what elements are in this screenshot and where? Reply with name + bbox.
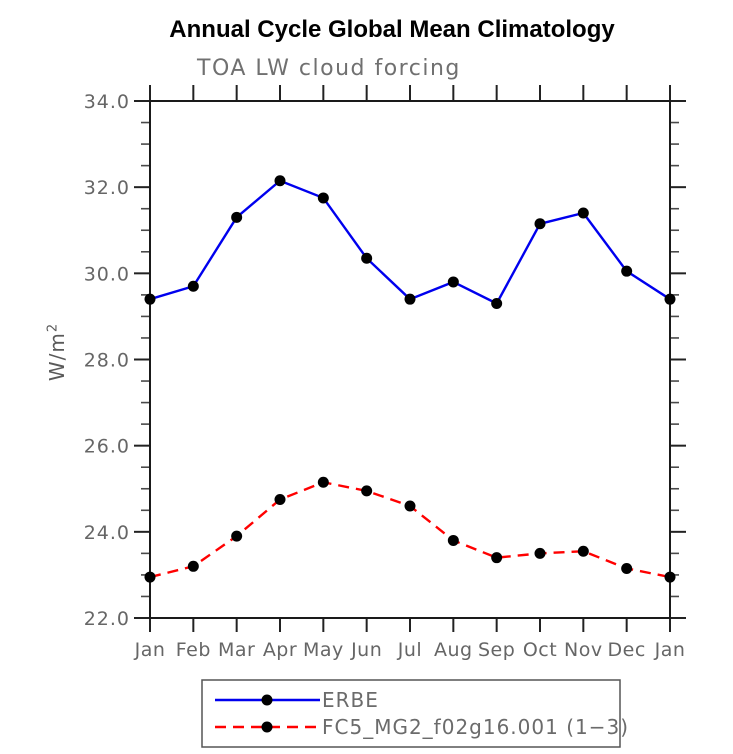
x-tick-label: Jan — [134, 639, 166, 661]
chart-title: Annual Cycle Global Mean Climatology — [169, 16, 615, 43]
y-tick-label: 30.0 — [84, 263, 130, 285]
data-point — [404, 293, 416, 305]
y-tick-label: 34.0 — [84, 91, 130, 113]
data-point — [144, 571, 156, 583]
x-tick-label: May — [303, 639, 344, 661]
legend-label: FC5_MG2_f02g16.001 (1−3) — [322, 715, 629, 739]
data-point — [144, 293, 156, 305]
data-point — [361, 485, 373, 497]
x-tick-label: Mar — [218, 639, 255, 661]
data-point — [231, 211, 243, 223]
data-point — [231, 530, 243, 542]
data-point — [534, 547, 546, 559]
x-tick-label: Oct — [523, 639, 557, 661]
x-tick-label: Nov — [564, 639, 603, 661]
data-point — [317, 476, 329, 488]
legend-label: ERBE — [322, 688, 379, 712]
x-tick-label: Apr — [263, 639, 297, 661]
x-tick-label: Jun — [350, 639, 382, 661]
data-point — [621, 265, 633, 277]
data-point — [447, 534, 459, 546]
y-tick-label: 26.0 — [84, 436, 130, 458]
y-tick-label: 24.0 — [84, 522, 130, 544]
x-tick-label: Feb — [176, 639, 211, 661]
legend-marker — [261, 694, 273, 706]
data-point — [317, 192, 329, 204]
data-point — [274, 175, 286, 187]
y-tick-label: 28.0 — [84, 350, 130, 372]
x-tick-label: Sep — [478, 639, 515, 661]
x-tick-label: Jul — [397, 639, 422, 661]
data-point — [664, 293, 676, 305]
data-point — [577, 207, 589, 219]
data-point — [274, 494, 286, 506]
legend-marker — [261, 721, 273, 733]
chart-subtitle: TOA LW cloud forcing — [197, 56, 461, 81]
y-tick-label: 32.0 — [84, 177, 130, 199]
plot-frame — [149, 100, 671, 619]
data-point — [491, 297, 503, 309]
data-point — [361, 252, 373, 264]
data-point — [187, 280, 199, 292]
data-point — [577, 545, 589, 557]
legend-box — [201, 679, 621, 748]
data-point — [491, 552, 503, 564]
data-point — [534, 218, 546, 230]
x-tick-label: Aug — [434, 639, 473, 661]
erbe-line — [149, 179, 671, 306]
x-tick-label: Dec — [608, 639, 646, 661]
data-point — [187, 560, 199, 572]
data-point — [664, 571, 676, 583]
data-point — [621, 562, 633, 574]
y-tick-label: 22.0 — [84, 608, 130, 630]
data-point — [404, 500, 416, 512]
data-point — [447, 276, 459, 288]
x-tick-label: Jan — [654, 639, 686, 661]
model-line — [149, 481, 671, 579]
